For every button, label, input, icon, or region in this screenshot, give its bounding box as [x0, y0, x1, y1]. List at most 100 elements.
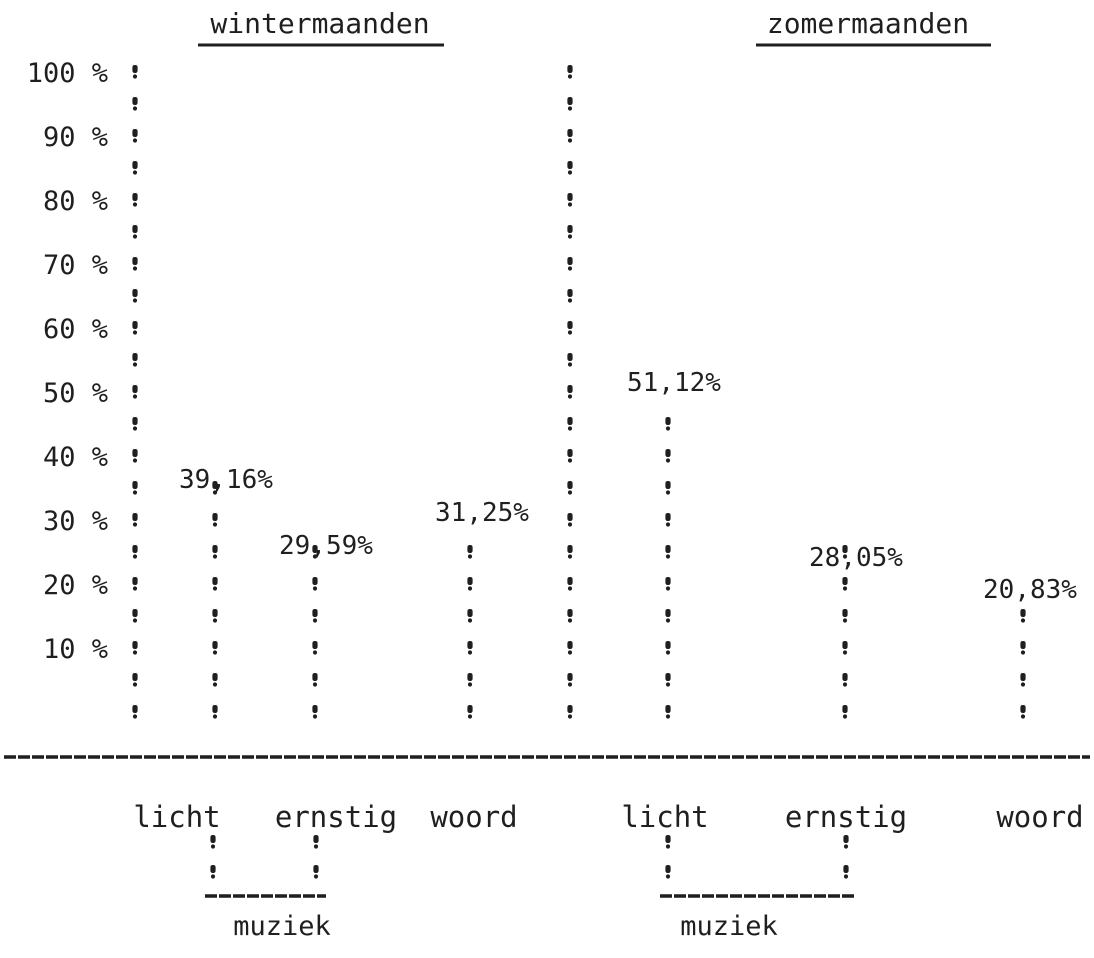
bar-mark: [1020, 673, 1026, 687]
bar-mark: [665, 577, 671, 591]
panel-divider-mark: [567, 641, 573, 655]
panel-divider-mark: [567, 257, 573, 271]
y-axis-rule-mark: [132, 513, 138, 527]
y-axis-rule-mark: [132, 97, 138, 111]
bar-mark: [842, 545, 848, 559]
panel-divider-mark: [567, 353, 573, 367]
panel-title-winter: wintermaanden: [210, 7, 429, 40]
category-label: woord: [996, 800, 1083, 834]
y-axis-rule-mark: [132, 129, 138, 143]
panel-divider-mark: [567, 609, 573, 623]
y-tick-label: 80 %: [43, 186, 108, 217]
y-tick-label: 100 %: [27, 58, 108, 89]
panel-divider-mark: [567, 321, 573, 335]
y-axis-rule-mark: [132, 673, 138, 687]
category-label: woord: [430, 800, 517, 834]
bar: [312, 545, 318, 719]
y-axis-rule-mark: [132, 225, 138, 239]
y-axis-rule-mark: [132, 257, 138, 271]
bracket-mark: [210, 835, 216, 849]
panel-divider-mark: [567, 225, 573, 239]
panel-divider-mark: [567, 481, 573, 495]
bar-mark: [312, 609, 318, 623]
bars: [212, 417, 1026, 719]
bar-mark: [467, 641, 473, 655]
bar-mark: [665, 481, 671, 495]
category-label: licht: [621, 800, 708, 834]
value-label: 28,05%: [809, 543, 903, 573]
bar-mark: [312, 673, 318, 687]
bar: [1020, 609, 1026, 719]
bar-mark: [467, 609, 473, 623]
y-axis-rule-mark: [132, 449, 138, 463]
y-axis-rule-mark: [132, 193, 138, 207]
bar-mark: [467, 673, 473, 687]
y-tick-label: 30 %: [43, 506, 108, 537]
bar-mark: [312, 577, 318, 591]
panel-divider-mark: [567, 449, 573, 463]
bar-mark: [665, 705, 671, 719]
value-labels: 39,16% 29,59% 31,25% 51,12% 28,05% 20,83…: [179, 368, 1077, 605]
panel-divider-mark: [567, 289, 573, 303]
bar-mark: [665, 609, 671, 623]
bar-mark: [665, 545, 671, 559]
bar-mark: [665, 513, 671, 527]
value-label: 51,12%: [627, 368, 721, 398]
category-label: licht: [133, 800, 220, 834]
y-axis-rule-mark: [132, 289, 138, 303]
y-axis-rule-mark: [132, 641, 138, 655]
value-label: 31,25%: [435, 498, 529, 528]
y-tick-label: 60 %: [43, 314, 108, 345]
group-bracket: [205, 835, 326, 898]
y-tick-label: 50 %: [43, 378, 108, 409]
axis-rules: [4, 43, 1090, 759]
y-axis-rule-mark: [132, 161, 138, 175]
panel-divider-mark: [567, 705, 573, 719]
bar-mark: [212, 545, 218, 559]
bar: [212, 481, 218, 719]
y-axis-rule-mark: [132, 385, 138, 399]
y-axis-rule-mark: [132, 705, 138, 719]
bar-mark: [665, 641, 671, 655]
bar-mark: [842, 705, 848, 719]
bar-mark: [212, 577, 218, 591]
panel-divider-mark: [567, 417, 573, 431]
bar-mark: [1020, 641, 1026, 655]
panel-divider-mark: [567, 193, 573, 207]
bracket-mark: [665, 835, 671, 849]
y-axis-rule-mark: [132, 545, 138, 559]
bar-mark: [467, 545, 473, 559]
y-tick-label: 20 %: [43, 570, 108, 601]
bar-mark: [665, 673, 671, 687]
bar-mark: [212, 705, 218, 719]
y-axis-rule-mark: [132, 609, 138, 623]
bracket-mark: [313, 865, 319, 879]
bar-mark: [842, 609, 848, 623]
panel-divider-mark: [567, 65, 573, 79]
y-axis-rule-mark: [132, 577, 138, 591]
bar-mark: [842, 673, 848, 687]
group-label: muziek: [680, 911, 778, 942]
group-bracket: [660, 835, 856, 898]
value-label: 20,83%: [983, 575, 1077, 605]
bar-mark: [665, 449, 671, 463]
group-labels: muziek muziek: [233, 911, 778, 942]
category-labels: licht ernstig woord licht ernstig woord: [133, 800, 1083, 834]
bar-mark: [1020, 705, 1026, 719]
bar: [467, 545, 473, 719]
group-brackets: [205, 835, 856, 898]
category-label: ernstig: [785, 800, 907, 834]
y-axis-rule-mark: [132, 481, 138, 495]
panel-divider-mark: [567, 385, 573, 399]
bar: [665, 417, 671, 719]
value-label: 39,16%: [179, 465, 273, 495]
y-tick-label: 40 %: [43, 442, 108, 473]
bar-mark: [842, 641, 848, 655]
bracket-mark: [843, 835, 849, 849]
y-tick-label: 70 %: [43, 250, 108, 281]
panel-divider-mark: [567, 97, 573, 111]
bracket-mark: [843, 865, 849, 879]
bar-mark: [312, 705, 318, 719]
bracket-mark: [210, 865, 216, 879]
bar-mark: [1020, 609, 1026, 623]
